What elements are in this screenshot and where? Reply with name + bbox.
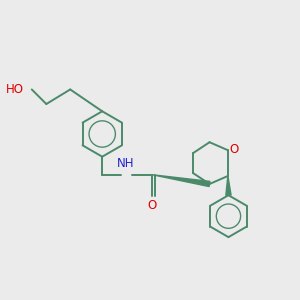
Polygon shape bbox=[152, 175, 210, 187]
Text: HO: HO bbox=[6, 83, 24, 96]
Text: NH: NH bbox=[117, 157, 135, 169]
Text: O: O bbox=[230, 143, 239, 156]
Polygon shape bbox=[226, 176, 231, 195]
Text: O: O bbox=[148, 199, 157, 212]
